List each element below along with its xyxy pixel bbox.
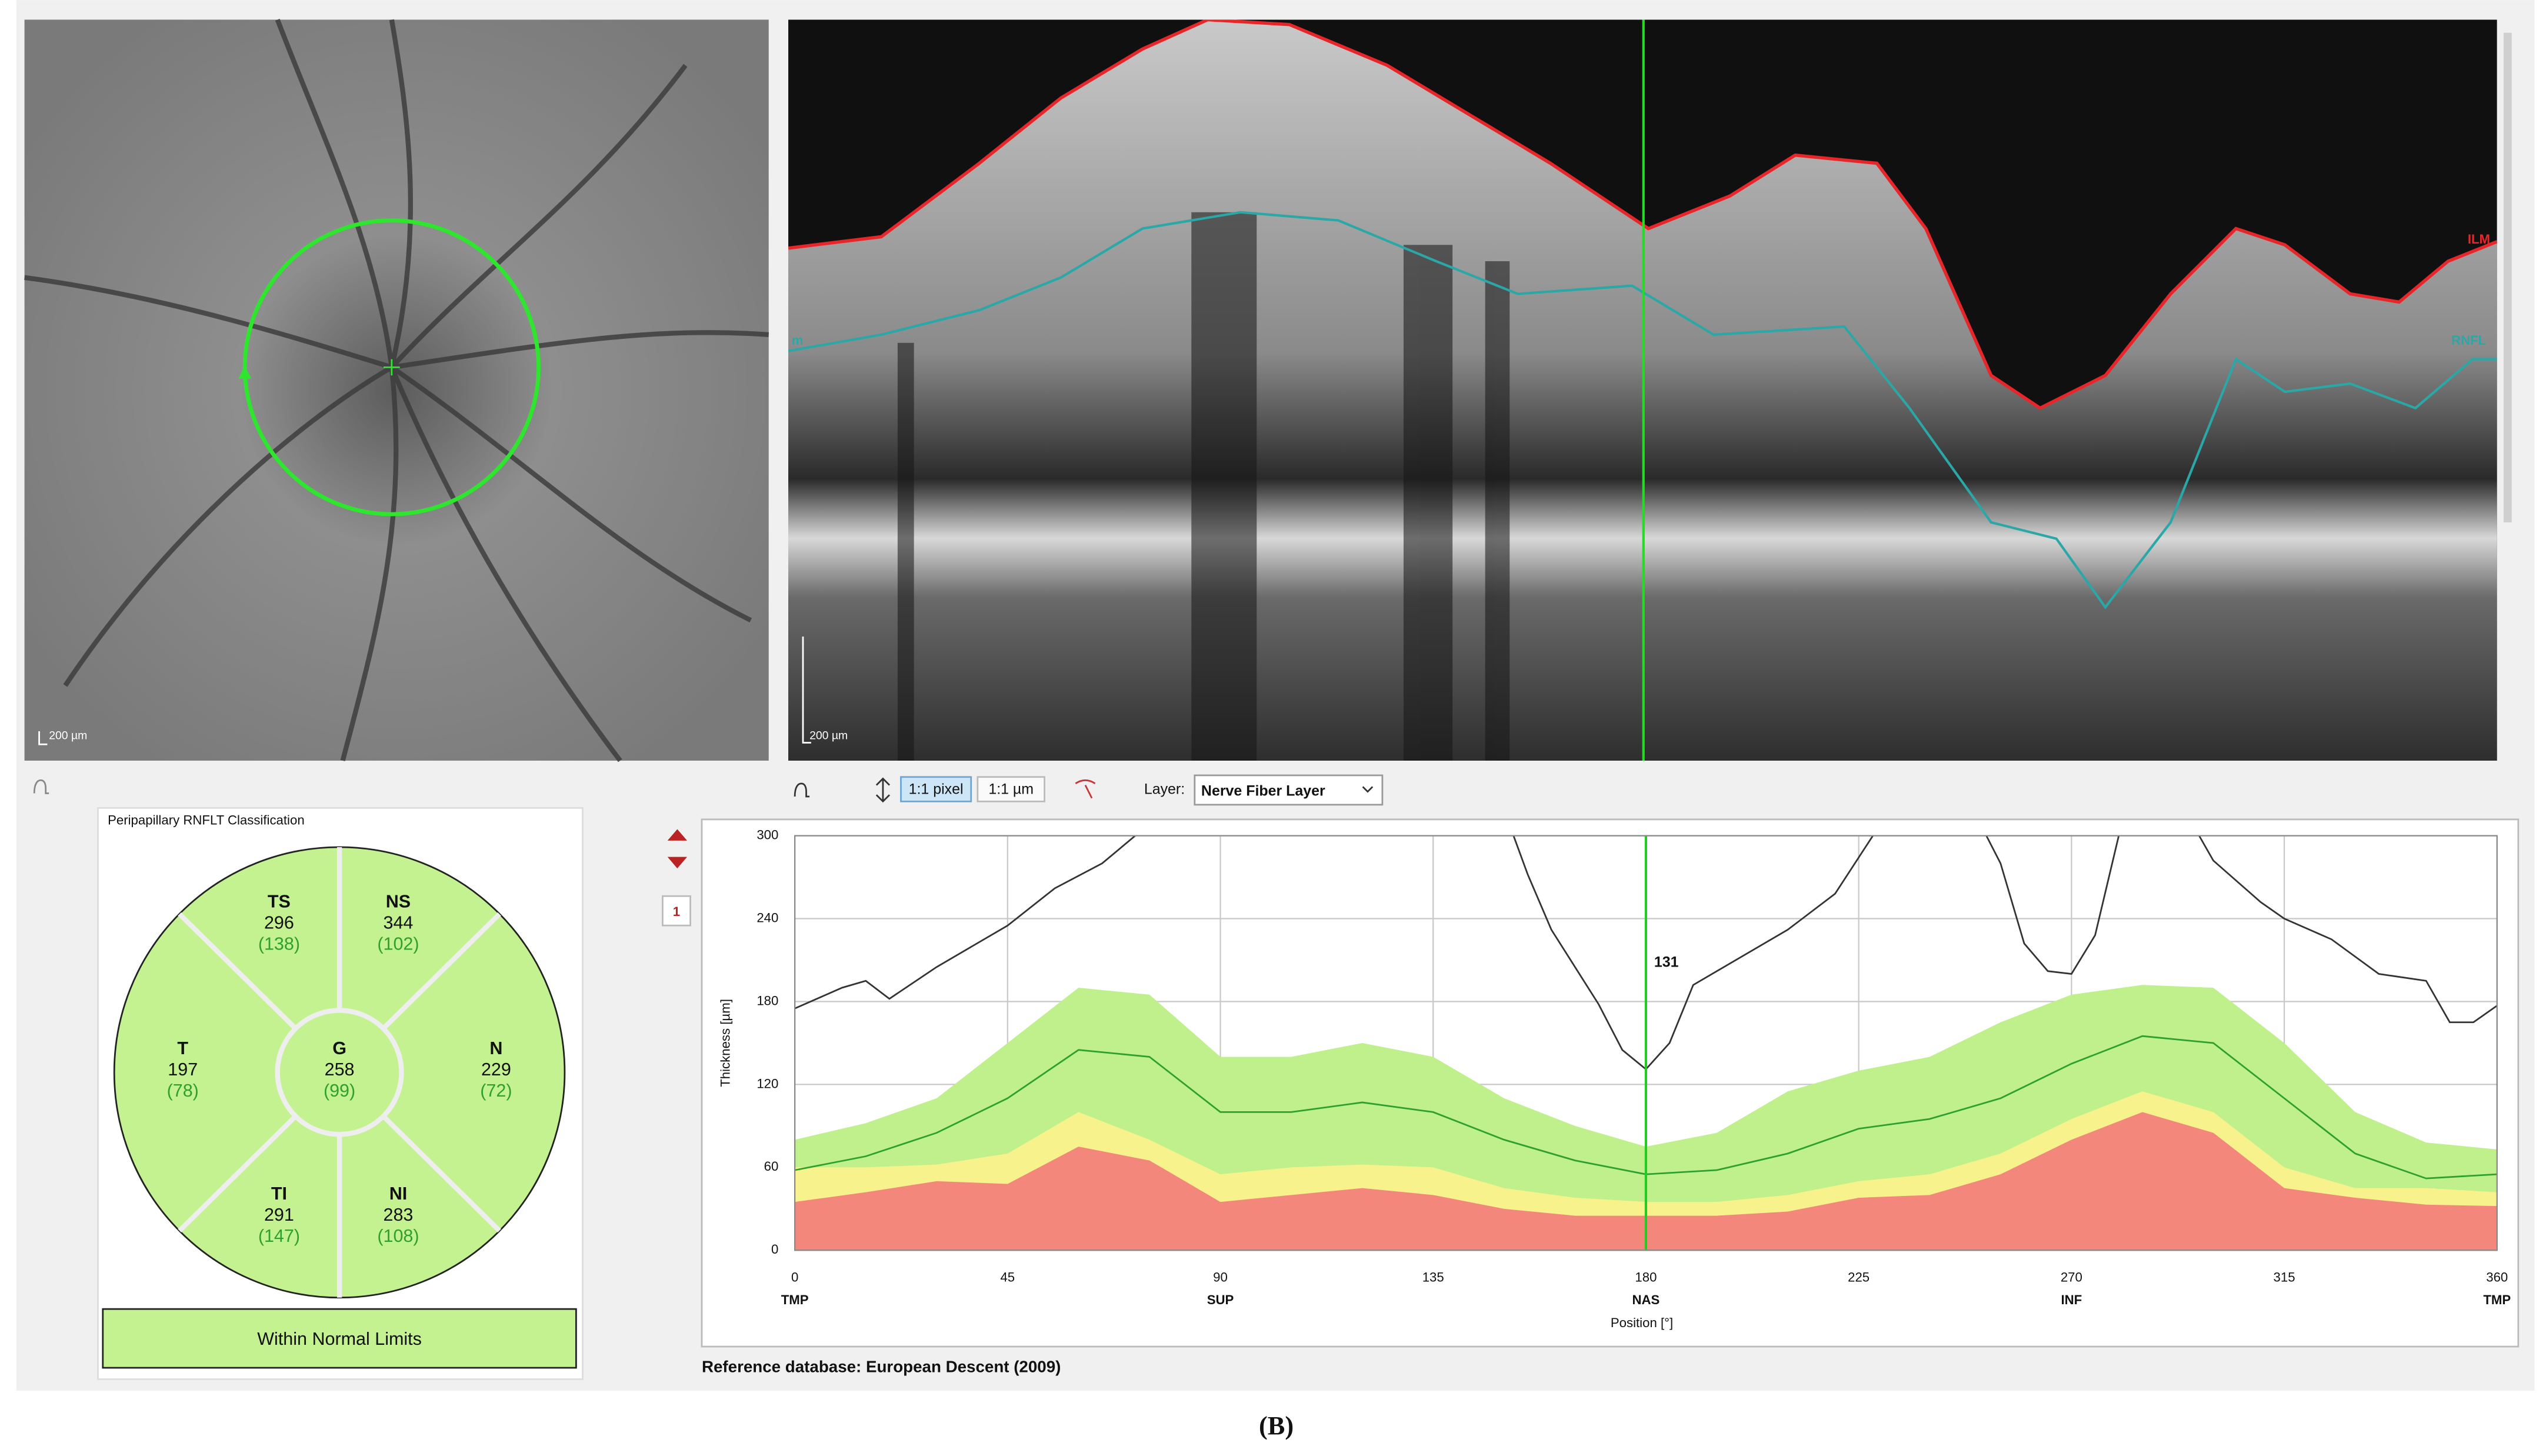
toolbar: 1:1 pixel 1:1 µm Layer: Nerve Fiber Laye…	[33, 774, 1384, 927]
sector-reference: (147)	[258, 1226, 300, 1246]
oct-bscan	[788, 19, 2497, 761]
line	[794, 835, 2498, 1071]
panel-title: Peripapillary RNFLT Classification	[108, 812, 305, 827]
sector-name: G	[332, 1038, 346, 1058]
figure-label: (B)	[1259, 1411, 1294, 1440]
region-label: TMP	[781, 1292, 809, 1307]
y-axis-label: Thickness [µm]	[718, 999, 732, 1087]
region-label: SUP	[1207, 1292, 1234, 1307]
zoom-icon[interactable]	[875, 777, 891, 803]
plot-frame	[794, 835, 2498, 1251]
button-label[interactable]: 1:1 µm	[988, 781, 1034, 798]
sector-reference: (78)	[167, 1081, 199, 1101]
y-tick-label: 300	[757, 827, 778, 842]
sector-reference: (99)	[324, 1081, 355, 1101]
x-tick-label: 225	[1848, 1270, 1869, 1284]
button[interactable]	[900, 776, 972, 802]
dropdown[interactable]	[1194, 774, 1384, 806]
sector-reference: (102)	[377, 934, 419, 954]
y-tick-label: 60	[764, 1159, 779, 1174]
x-tick-label: 0	[791, 1270, 798, 1284]
fundus-image: 200 µm	[24, 18, 769, 762]
sector-value: 283	[383, 1205, 413, 1225]
sector-name: TI	[271, 1184, 287, 1204]
sector-name: NI	[389, 1184, 408, 1204]
plot: 0 60 120 180 240 300 0 45 90 135 180 225 270 315 360 TM…	[757, 827, 2511, 1307]
x-tick-label: 135	[1422, 1270, 1444, 1284]
y-tick-label: 240	[757, 910, 778, 925]
classification-panel: Peripapillary RNFLT Classification Withi…	[97, 807, 584, 1380]
page-number[interactable]: 1	[673, 904, 680, 919]
hand-icon[interactable]	[33, 779, 49, 794]
x-axis-label: Position [°]	[1611, 1315, 1673, 1330]
x-tick-label: 45	[1000, 1270, 1015, 1284]
sector-name: N	[489, 1038, 502, 1058]
region-label: TMP	[2483, 1292, 2511, 1307]
sector-reference: (72)	[480, 1081, 512, 1101]
dropdown-value[interactable]: Nerve Fiber Layer	[1201, 782, 1325, 799]
x-tick-label: 315	[2274, 1270, 2295, 1284]
result: Within Normal Limits	[257, 1329, 422, 1349]
page-box[interactable]	[662, 895, 691, 927]
hand-icon[interactable]	[794, 782, 810, 798]
reference-note: Reference database: European Descent (20…	[702, 1357, 1061, 1375]
sector-value: 344	[383, 912, 413, 932]
up-arrow[interactable]	[667, 829, 688, 841]
result-box	[102, 1308, 577, 1369]
down-arrow[interactable]	[667, 857, 688, 869]
sector-name: T	[177, 1038, 188, 1058]
rnfl-label: m	[792, 333, 804, 348]
y-tick-label: 180	[757, 993, 778, 1008]
rnfl-label: RNFL	[2451, 333, 2486, 348]
region-label: INF	[2061, 1292, 2082, 1307]
sector-value: 291	[264, 1205, 294, 1225]
x-tick-label: 360	[2486, 1270, 2508, 1284]
scale-label: 200 µm	[49, 729, 87, 742]
x-tick-label: 180	[1635, 1270, 1657, 1284]
ilm-label: ILM	[2468, 232, 2490, 246]
sector-value: 296	[264, 912, 294, 932]
sector-name: TS	[268, 891, 291, 911]
sector-name: NS	[386, 891, 411, 911]
area	[795, 1112, 2497, 1251]
button[interactable]	[977, 776, 1045, 802]
scale-label: 200 µm	[809, 729, 848, 742]
sector-reference: (108)	[377, 1226, 419, 1246]
sector-value: 229	[481, 1059, 511, 1079]
region-label: NAS	[1632, 1292, 1660, 1307]
pointer-icon[interactable]	[1075, 779, 1096, 799]
sector-reference: (138)	[258, 934, 300, 954]
sector-value: 258	[325, 1059, 355, 1079]
cursor-label: 131	[1654, 954, 1679, 971]
y-tick-label: 120	[757, 1076, 778, 1091]
sector-value: 197	[168, 1059, 198, 1079]
x-tick-label: 270	[2061, 1270, 2082, 1284]
y-tick-label: 0	[771, 1242, 778, 1257]
scrollbar[interactable]	[2503, 32, 2512, 522]
x-tick-label: 90	[1213, 1270, 1228, 1284]
layer-label: Layer:	[1144, 781, 1185, 798]
button-label[interactable]: 1:1 pixel	[909, 781, 964, 798]
